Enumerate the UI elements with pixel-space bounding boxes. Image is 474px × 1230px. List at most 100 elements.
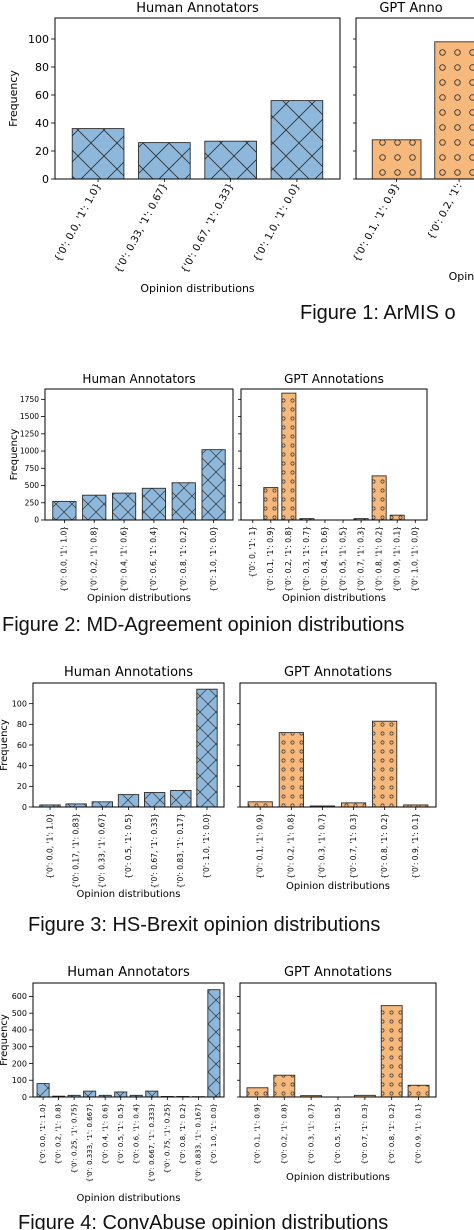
x-tick-label: {'0': 0.67, '1': 0.33} bbox=[179, 181, 236, 275]
y-axis-label: Frequency bbox=[0, 1014, 10, 1066]
axes-frame bbox=[239, 682, 437, 808]
x-tick-label: {'0': 0.4, '1': 0.6} bbox=[320, 526, 329, 592]
x-tick-label: {'0': 0.2, '1': bbox=[426, 181, 465, 241]
y-tick-label: 600 bbox=[12, 992, 27, 1001]
x-tick-label: {'0': 1.0, '1': 0.0} bbox=[209, 526, 218, 592]
figure-1-caption: Figure 1: ArMIS o bbox=[300, 302, 456, 324]
x-axis-label: Opinion distributions bbox=[77, 889, 181, 900]
panel-title: GPT Annotations bbox=[284, 665, 392, 680]
x-tick-label: {'0': 0.1, '1': 0.9} bbox=[254, 1103, 262, 1164]
x-tick-label: {'0': 0.2, '1': 0.8} bbox=[55, 1103, 63, 1164]
x-tick-label: {'0': 0.0, '1': 1.0} bbox=[45, 813, 54, 879]
x-tick-label: {'0': 0.7, '1': 0.3} bbox=[356, 526, 365, 592]
x-tick-label: {'0': 0.7, '1': 0.3} bbox=[361, 1103, 369, 1164]
x-tick-label: {'0': 0.5, '1': 0.5} bbox=[117, 1103, 125, 1164]
x-tick-label: {'0': 0.5, '1': 0.5} bbox=[338, 526, 347, 592]
bar-hatch bbox=[144, 792, 166, 808]
x-tick-label: {'0': 0.8, '1': 0.2} bbox=[388, 1103, 396, 1164]
bar-hatch bbox=[340, 802, 367, 808]
bar-hatch bbox=[389, 514, 405, 521]
axes-frame bbox=[54, 17, 341, 180]
bar-hatch bbox=[71, 128, 125, 180]
axes-frame bbox=[32, 682, 225, 808]
axes-frame bbox=[239, 982, 437, 1098]
x-tick-label: {'0': 0.75, '1': 0.25} bbox=[163, 1103, 171, 1173]
x-tick-label: {'0': 0.667, '1': 0.333} bbox=[148, 1103, 156, 1182]
y-tick-label: 80 bbox=[17, 720, 27, 729]
y-tick-label: 20 bbox=[35, 145, 49, 158]
x-tick-label: {'0': 0.33, '1': 0.67} bbox=[113, 181, 170, 275]
bar-hatch bbox=[371, 475, 387, 521]
y-tick-label: 0 bbox=[42, 173, 49, 186]
y-tick-label: 100 bbox=[28, 33, 49, 46]
x-tick-label: {'0': 0.1, '1': 0.9} bbox=[266, 526, 275, 592]
figure-4-caption: Figure 4: ConvAbuse opinion distribution… bbox=[18, 1212, 389, 1230]
x-tick-label: {'0': 0.6, '1': 0.4} bbox=[149, 526, 158, 592]
x-tick-label: {'0': 0.83, '1': 0.17} bbox=[176, 813, 185, 888]
x-tick-label: {'0': 0.833, '1': 0.167} bbox=[194, 1103, 202, 1182]
fig1-gpt-panel: GPT Anno {'0': 0.1, '1': 0.9} {'0': 0.2, '… bbox=[351, 1, 474, 283]
y-axis-label: Frequency bbox=[7, 70, 20, 127]
bar-hatch bbox=[247, 801, 273, 808]
x-tick-label: {'0': 0.333, '1': 0.667} bbox=[86, 1103, 94, 1182]
x-axis-label: Opinion distributions bbox=[87, 593, 191, 604]
panel-title: Human Annotators bbox=[136, 1, 259, 16]
x-tick-label: {'0': 0, '1': 1} bbox=[248, 526, 257, 577]
x-tick-label: {'0': 0.6, '1': 0.4} bbox=[132, 1103, 140, 1164]
bar-hatch bbox=[434, 41, 474, 180]
x-tick-label: {'0': 0.0, '1': 1.0} bbox=[39, 1103, 47, 1164]
y-axis-label: Frequency bbox=[0, 719, 10, 771]
bar-hatch bbox=[204, 140, 257, 180]
bar-hatch bbox=[170, 790, 192, 808]
bar-hatch bbox=[114, 1091, 128, 1098]
bar-hatch bbox=[52, 500, 77, 521]
bar-hatch bbox=[145, 1090, 159, 1098]
x-tick-label: {'0': 0.1, '1': 0.9} bbox=[255, 813, 264, 879]
y-tick-label: 400 bbox=[12, 1026, 27, 1035]
x-tick-label: {'0': 0.8, '1': 0.2} bbox=[380, 813, 389, 879]
y-tick-label: 0 bbox=[34, 516, 39, 525]
x-axis-label: Opinion distributions bbox=[77, 1193, 181, 1204]
bar-hatch bbox=[278, 732, 304, 808]
y-tick-label: 0 bbox=[22, 1093, 27, 1102]
x-axis-label: Opinion distributions bbox=[140, 282, 255, 295]
y-tick-label: 500 bbox=[12, 1009, 27, 1018]
x-tick-label: {'0': 0.7, '1': 0.3} bbox=[349, 813, 358, 879]
bar-hatch bbox=[171, 482, 196, 521]
y-tick-label: 500 bbox=[25, 481, 40, 490]
panel-title: Human Annotations bbox=[64, 665, 193, 680]
x-tick-label: {'0': 1.0, '1': 0.0} bbox=[411, 526, 420, 592]
bar-hatch bbox=[141, 487, 167, 521]
bar-hatch bbox=[246, 1087, 269, 1098]
x-tick-label: {'0': 0.8, '1': 0.2} bbox=[179, 1103, 187, 1164]
x-tick-label: {'0': 0.9, '1': 0.1} bbox=[411, 813, 420, 879]
bar-hatch bbox=[407, 1084, 430, 1098]
x-tick-label: {'0': 0.4, '1': 0.6} bbox=[119, 526, 128, 592]
x-tick-label: {'0': 0.3, '1': 0.7} bbox=[307, 1103, 315, 1164]
bar-hatch bbox=[207, 989, 221, 1098]
y-tick-label: 100 bbox=[12, 1076, 27, 1085]
bar-hatch bbox=[281, 392, 297, 521]
x-tick-label: {'0': 0.0, '1': 1.0} bbox=[60, 526, 69, 592]
axes-frame bbox=[32, 982, 225, 1098]
fig1-human-panel: Human Annotators 0 20 40 60 80 100 {'0': 0.0, '… bbox=[7, 1, 341, 295]
y-tick-label: 80 bbox=[35, 61, 49, 74]
y-tick-label: 60 bbox=[17, 741, 27, 750]
y-tick-label: 20 bbox=[17, 782, 27, 791]
bar-hatch bbox=[82, 494, 107, 521]
x-tick-label: {'0': 0.2, '1': 0.8} bbox=[89, 526, 98, 592]
panel-title: GPT Anno bbox=[379, 1, 442, 16]
bar-hatch bbox=[117, 794, 140, 808]
bar-hatch bbox=[380, 1005, 403, 1098]
x-tick-label: {'0': 0.5, '1': 0.5} bbox=[124, 813, 133, 879]
y-tick-label: 300 bbox=[12, 1043, 27, 1052]
bar-hatch bbox=[83, 1090, 97, 1098]
bar-hatch bbox=[372, 720, 398, 808]
axes-frame bbox=[44, 388, 234, 521]
x-tick-label: {'0': 0.9, '1': 0.1} bbox=[415, 1103, 423, 1164]
bar-hatch bbox=[91, 801, 113, 808]
fig2-gpt-panel: GPT Annotations {'0': 0, '1': 1} {'0': 0.1… bbox=[238, 372, 428, 604]
bar-hatch bbox=[273, 1074, 296, 1098]
x-axis-label: Opinion distributions bbox=[286, 881, 390, 892]
